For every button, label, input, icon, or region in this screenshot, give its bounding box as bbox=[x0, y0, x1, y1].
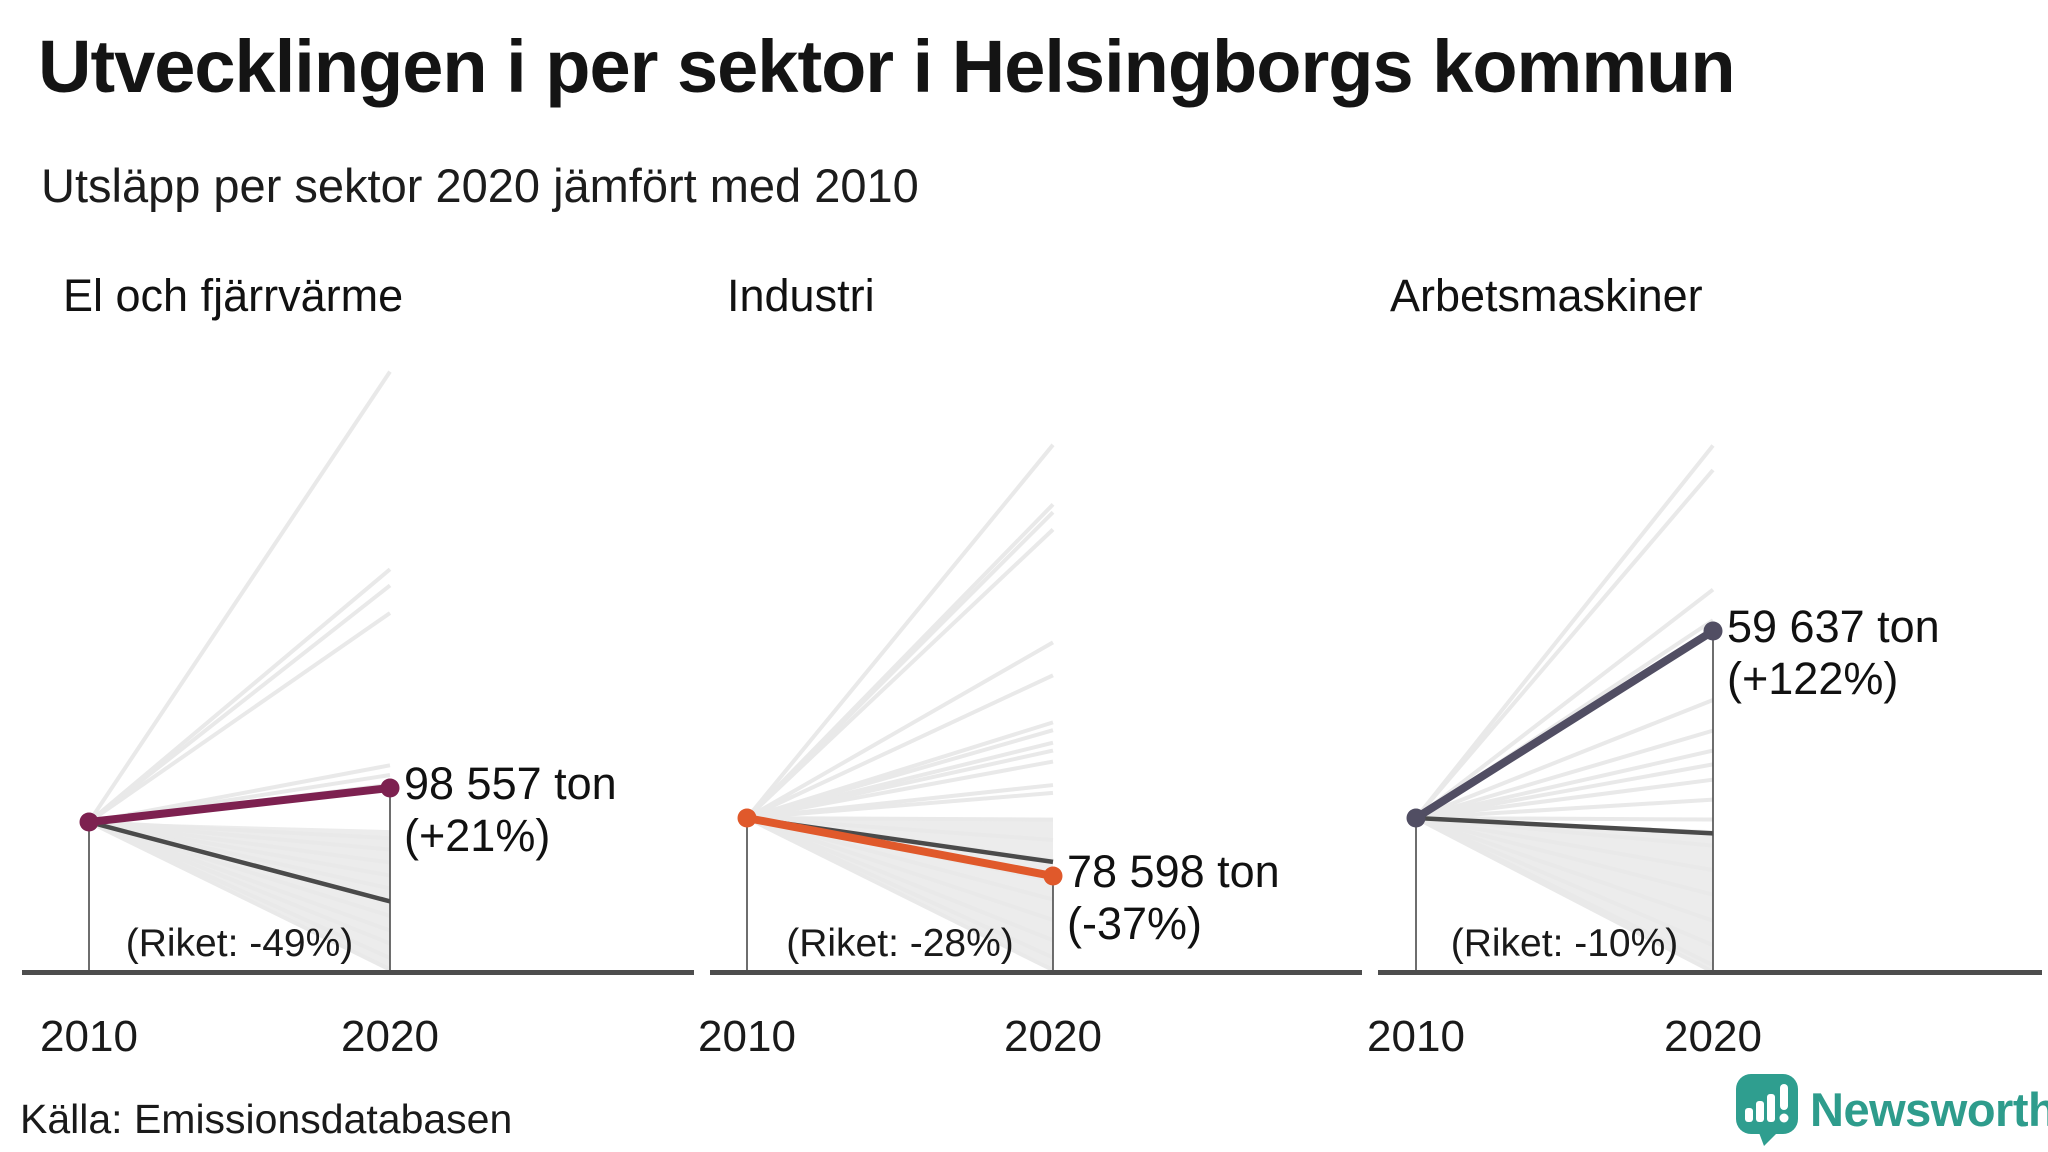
x-axis-line bbox=[710, 970, 1362, 975]
newsworthy-icon bbox=[1736, 1074, 1798, 1146]
page-title: Utvecklingen i per sektor i Helsingborgs… bbox=[38, 25, 1736, 108]
change-label: (-37%) bbox=[1067, 898, 1203, 950]
value-annotation: 98 557 ton (+21%) bbox=[404, 758, 617, 862]
slope-chart-industri bbox=[737, 443, 1063, 972]
x-axis-line bbox=[22, 970, 694, 975]
change-label: (+21%) bbox=[404, 810, 551, 862]
tick-2010: 2010 bbox=[40, 1012, 138, 1061]
tick-2010: 2010 bbox=[1367, 1012, 1465, 1061]
slope-chart-arbetsmaskiner bbox=[1406, 444, 1723, 974]
value-label: 78 598 ton bbox=[1067, 846, 1280, 898]
change-label: (+122%) bbox=[1727, 653, 1899, 705]
tick-2020: 2020 bbox=[341, 1012, 439, 1061]
riket-label: (Riket: -10%) bbox=[1450, 922, 1679, 965]
newsworthy-wordmark: Newsworthy bbox=[1810, 1082, 2048, 1136]
slope-chart-el-och-fjarrvarme bbox=[79, 370, 400, 972]
riket-label: (Riket: -28%) bbox=[786, 922, 1014, 965]
source-label: Källa: Emissionsdatabasen bbox=[20, 1096, 513, 1142]
value-label: 98 557 ton bbox=[404, 757, 617, 809]
value-label: 59 637 ton bbox=[1727, 600, 1940, 652]
chart-title-industri: Industri bbox=[727, 270, 875, 321]
chart-title-el-och-fjarrvarme: El och fjärrvärme bbox=[63, 270, 404, 321]
page-subtitle: Utsläpp per sektor 2020 jämfört med 2010 bbox=[41, 159, 919, 212]
value-annotation: 78 598 ton (-37%) bbox=[1067, 846, 1280, 950]
tick-2020: 2020 bbox=[1664, 1012, 1762, 1061]
value-annotation: 59 637 ton (+122%) bbox=[1727, 601, 1940, 705]
newsworthy-logo: Newsworthy bbox=[1734, 1072, 2048, 1146]
tick-2010: 2010 bbox=[698, 1012, 796, 1061]
riket-label: (Riket: -49%) bbox=[125, 922, 354, 965]
chart-title-arbetsmaskiner: Arbetsmaskiner bbox=[1390, 270, 1703, 321]
x-axis-line bbox=[1378, 970, 2042, 975]
tick-2020: 2020 bbox=[1004, 1012, 1102, 1061]
